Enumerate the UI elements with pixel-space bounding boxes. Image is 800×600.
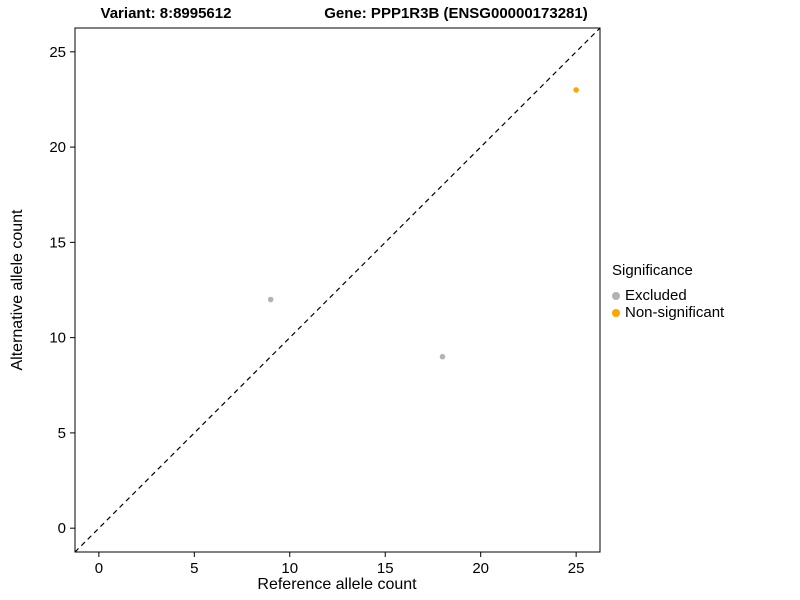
legend-dot-excluded [612,291,620,300]
x-axis-title: Reference allele count [257,576,417,593]
y-tick-label: 0 [58,520,66,537]
y-tick-label: 20 [49,139,66,156]
data-point-excluded [439,353,446,360]
data-point-non-significant [573,87,579,93]
legend-items: Excluded Non-significant [612,287,724,321]
legend-item-excluded: Excluded [612,287,724,304]
y-tick-label: 10 [49,330,66,347]
legend-title: Significance [612,262,693,279]
legend-item-non-significant: Non-significant [612,304,724,321]
data-point-excluded [267,296,274,303]
plot-title-gene: Gene: PPP1R3B (ENSG00000173281) [324,5,588,22]
x-tick-label: 10 [281,560,298,577]
legend: Significance Excluded Non-significant [612,262,724,321]
identity-line [74,27,601,553]
x-tick-label: 0 [95,560,103,577]
y-axis-title: Alternative allele count [9,209,26,371]
x-tick-label: 25 [568,560,585,577]
x-tick-label: 15 [377,560,394,577]
x-tick-label: 5 [190,560,198,577]
y-tick-label: 15 [49,234,66,251]
y-tick-label: 5 [58,425,66,442]
legend-dot-non-significant [612,308,620,317]
legend-label: Non-significant [625,304,725,321]
legend-label: Excluded [625,287,687,304]
y-tick-label: 25 [49,44,66,61]
plot-title-variant: Variant: 8:8995612 [100,5,232,22]
x-tick-label: 20 [472,560,489,577]
